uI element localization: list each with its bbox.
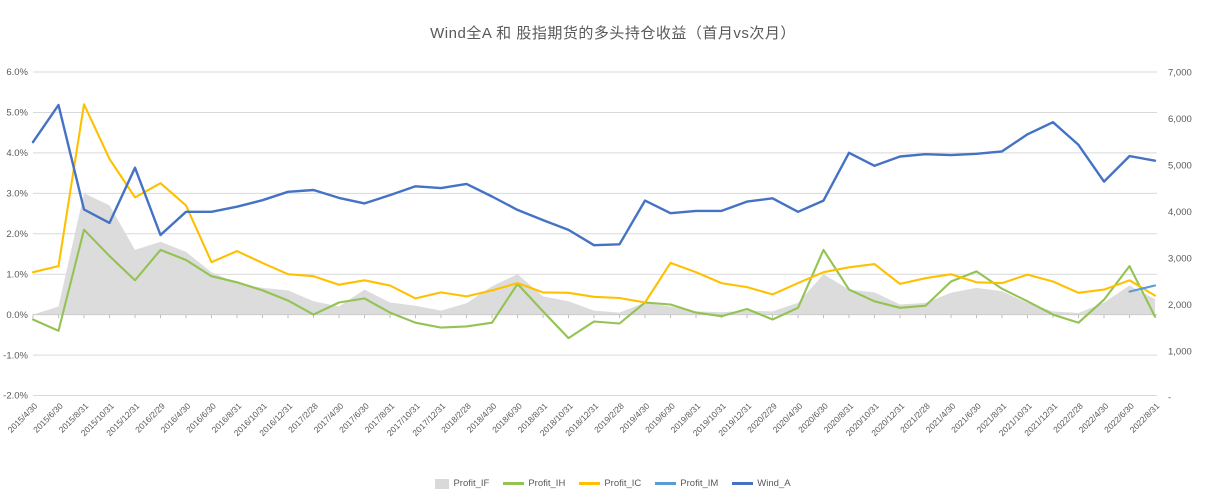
legend-item-profit_ic[interactable]: Profit_IC (579, 478, 641, 489)
legend-item-profit_if[interactable]: Profit_IF (435, 478, 489, 489)
legend-label: Profit_IH (528, 478, 566, 489)
series-line-profit_ic (31, 103, 1157, 304)
legend-swatch-profit_im (655, 482, 677, 485)
y-axis-right-tick-label: 5,000 (1168, 161, 1192, 172)
y-axis-left-tick-label: -2.0% (3, 391, 28, 402)
legend-item-wind_a[interactable]: Wind_A (732, 478, 791, 489)
chart-legend: Profit_IF Profit_IH Profit_IC Profit_IM Wind… (0, 478, 1226, 489)
legend-label: Profit_IM (680, 478, 719, 489)
y-axis-left-tick-label: 2.0% (6, 229, 28, 240)
legend-swatch-profit_ih (503, 482, 525, 485)
y-axis-right-tick-label: 4,000 (1168, 207, 1192, 218)
y-axis-left-tick-label: -1.0% (3, 350, 28, 361)
y-axis-left-tick-label: 0.0% (6, 310, 28, 321)
y-axis-left-tick-label: 1.0% (6, 269, 28, 280)
series-area-profit_if (33, 193, 1155, 315)
y-axis-right-tick-label: 3,000 (1168, 253, 1192, 264)
y-axis-right-tick-label: - (1168, 393, 1171, 404)
legend-item-profit_im[interactable]: Profit_IM (655, 478, 718, 489)
legend-label: Profit_IC (604, 478, 642, 489)
series-line-wind_a (31, 103, 1157, 247)
y-axis-right-tick-label: 6,000 (1168, 114, 1192, 125)
legend-item-profit_ih[interactable]: Profit_IH (503, 478, 565, 489)
y-axis-left-tick-label: 5.0% (6, 108, 28, 119)
legend-swatch-profit_ic (579, 482, 601, 485)
y-axis-left-tick-label: 4.0% (6, 148, 28, 159)
legend-label: Profit_IF (453, 478, 490, 489)
y-axis-left-tick-label: 3.0% (6, 189, 28, 200)
legend-label: Wind_A (757, 478, 791, 489)
series-line-profit_ih (31, 228, 1157, 340)
y-axis-right-tick-label: 1,000 (1168, 346, 1192, 357)
series-line-profit_im (1128, 284, 1157, 293)
y-axis-right-tick-label: 7,000 (1168, 68, 1192, 79)
legend-swatch-wind_a (732, 482, 754, 485)
y-axis-left-tick-label: 6.0% (6, 67, 28, 78)
y-axis-right-tick-label: 2,000 (1168, 300, 1192, 311)
legend-swatch-profit_if (435, 478, 450, 489)
chart-title: Wind全A 和 股指期货的多头持仓收益（首月vs次月） (430, 25, 796, 42)
